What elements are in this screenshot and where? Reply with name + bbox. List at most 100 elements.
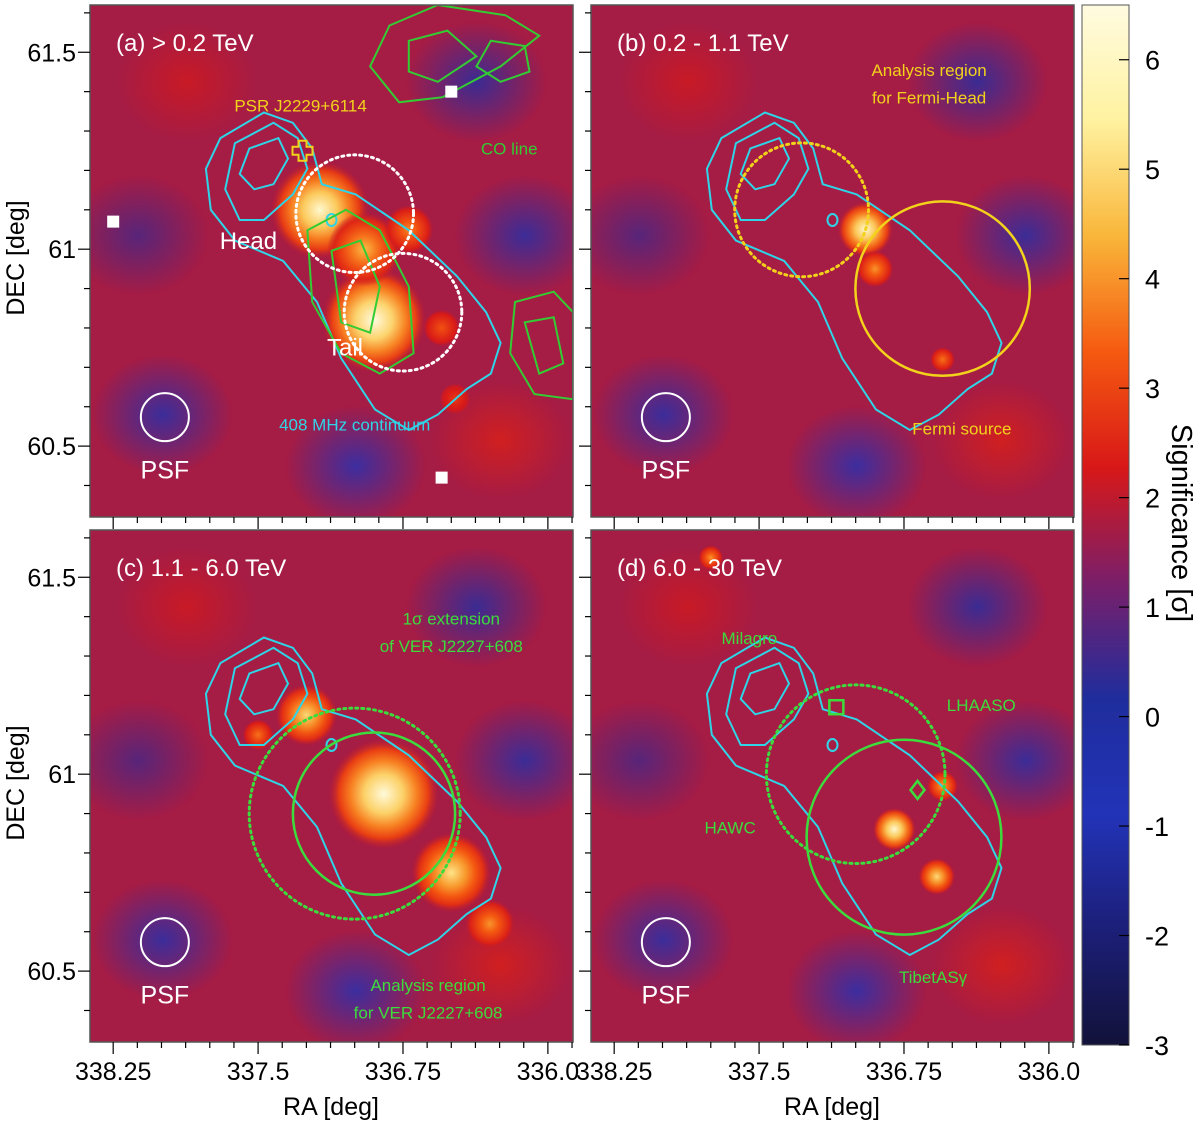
white-square-marker	[435, 471, 448, 484]
annotation-text: LHAASO	[947, 696, 1016, 715]
axes-layer: 61.5 61 60.5 61.5 61 60.5 338.25 337.5 336.75 336…	[27, 12, 1081, 1086]
ra-tick-label: 337.5	[728, 1058, 791, 1086]
ra-tick-label: 338.25	[75, 1058, 151, 1086]
colorbar: 6 5 4 3 2 1 0 -1 -2 -3	[1081, 4, 1169, 1061]
annotation-text: Tail	[327, 335, 363, 362]
dec-tick-label: 61.5	[27, 564, 76, 592]
annotation-text: for VER J2227+608	[354, 1003, 503, 1022]
region-circle-solid	[805, 738, 1003, 936]
annotation-text: 1σ extension	[403, 610, 500, 629]
noise-patch	[285, 405, 426, 517]
noise-patch	[955, 700, 1074, 821]
radio-contour-spot	[826, 213, 839, 228]
noise-patch	[786, 930, 927, 1042]
white-square-marker	[445, 85, 458, 98]
region-circle-dotted	[733, 141, 870, 279]
dec-tick-label: 61	[48, 236, 76, 264]
ra-tick-label: 336.75	[866, 1058, 942, 1086]
radio-contour-inner	[739, 661, 791, 716]
annotation-text: Analysis region	[871, 61, 986, 80]
noise-patch	[90, 175, 209, 296]
panel-frame	[590, 529, 1075, 1043]
radio-contour-inner	[238, 136, 290, 191]
emission-blob	[411, 832, 492, 913]
radio-contour-mid	[725, 121, 810, 221]
radio-contour-mid	[224, 121, 309, 221]
emission-blob	[465, 899, 515, 949]
radio-contour-inner	[739, 136, 791, 191]
annotation-text: Fermi source	[912, 419, 1011, 438]
emission-blob	[423, 309, 461, 347]
annotation-text: TibetASγ	[899, 968, 968, 987]
co-contour	[407, 29, 479, 83]
radio-contour-outer	[705, 636, 1003, 957]
emission-blob	[328, 738, 440, 850]
y-axis-title-top: DEC [deg]	[2, 200, 30, 315]
region-circle-dotted	[764, 683, 947, 866]
colorbar-tick-label: -3	[1145, 1031, 1169, 1061]
noise-patch	[116, 546, 257, 667]
noise-patch	[591, 700, 710, 821]
colorbar-label: Significance [σ]	[1165, 424, 1197, 622]
dec-tick-label: 60.5	[27, 433, 76, 461]
x-axis-title-right: RA [deg]	[784, 1093, 880, 1121]
panel-d-plot-area: PSF Milagro LHAASO HAWC TibetASγ (d) 6.0 - 30…	[591, 530, 1074, 1042]
noise-patch	[955, 175, 1074, 296]
emission-blob	[918, 858, 956, 896]
colorbar-tick-label: 3	[1145, 374, 1160, 404]
region-circle-solid	[854, 200, 1032, 378]
radio-contour-spot	[325, 738, 338, 753]
panel-label: (c) 1.1 - 6.0 TeV	[116, 555, 286, 582]
dec-tick-label: 61.5	[27, 39, 76, 67]
panel-a-plot-area: PSF PSR J2229+6114 CO line Head Tail 408 MHz …	[90, 5, 573, 517]
panel-a: PSF PSR J2229+6114 CO line Head Tail 408 MHz …	[89, 4, 574, 518]
psf-label: PSF	[141, 457, 190, 485]
annotation-text: for Fermi-Head	[872, 89, 986, 108]
noise-patch	[454, 175, 573, 296]
dec-tick-label: 60.5	[27, 958, 76, 986]
y-axis-title-bottom: DEC [deg]	[2, 725, 30, 840]
colorbar-tick-label: -2	[1145, 922, 1169, 952]
panel-frame	[590, 4, 1075, 518]
radio-contour-outer	[204, 636, 502, 957]
psf-circle	[640, 392, 691, 443]
ra-tick-label: 336.0	[1018, 1058, 1081, 1086]
psf-circle	[139, 392, 190, 443]
panel-c-plot-area: PSF 1σ extension of VER J2227+608 Analysis …	[90, 530, 573, 1042]
annotation-text: 408 MHz continuum	[279, 415, 430, 434]
noise-patch	[907, 546, 1048, 667]
colorbar-tick-label: 5	[1145, 155, 1160, 185]
noise-patch	[591, 175, 710, 296]
emission-blob	[856, 250, 894, 288]
noise-patch	[786, 405, 927, 517]
emission-blob	[930, 347, 955, 372]
radio-contour-outer	[705, 111, 1003, 432]
noise-patch	[116, 21, 257, 142]
dec-tick-label: 61	[48, 761, 76, 789]
noise-patch	[931, 905, 1072, 1026]
colorbar-gradient	[1081, 4, 1130, 1046]
annotation-text: HAWC	[704, 818, 755, 837]
co-contour	[368, 5, 541, 104]
emission-blob	[872, 807, 916, 851]
psf-label: PSF	[642, 982, 691, 1010]
annotation-text: Milagro	[722, 629, 778, 648]
emission-blob	[698, 545, 724, 570]
psf-circle	[640, 917, 691, 968]
psf-label: PSF	[141, 982, 190, 1010]
panel-c: PSF 1σ extension of VER J2227+608 Analysis …	[89, 529, 574, 1043]
radio-contour-outer	[204, 111, 502, 432]
panel-d: PSF Milagro LHAASO HAWC TibetASγ (d) 6.0 - 30…	[590, 529, 1075, 1043]
radio-contour-mid	[725, 646, 810, 746]
ra-tick-label: 336.0	[517, 1058, 580, 1086]
annotation-text: Head	[220, 228, 277, 255]
noise-patch	[907, 21, 1048, 142]
panel-frame	[89, 529, 574, 1043]
noise-patch	[593, 354, 734, 475]
colorbar-tick-label: 2	[1145, 484, 1160, 514]
noise-patch	[285, 930, 426, 1042]
ra-tick-label: 337.5	[227, 1058, 290, 1086]
radio-contour-spot	[826, 738, 839, 753]
noise-patch	[406, 546, 547, 667]
